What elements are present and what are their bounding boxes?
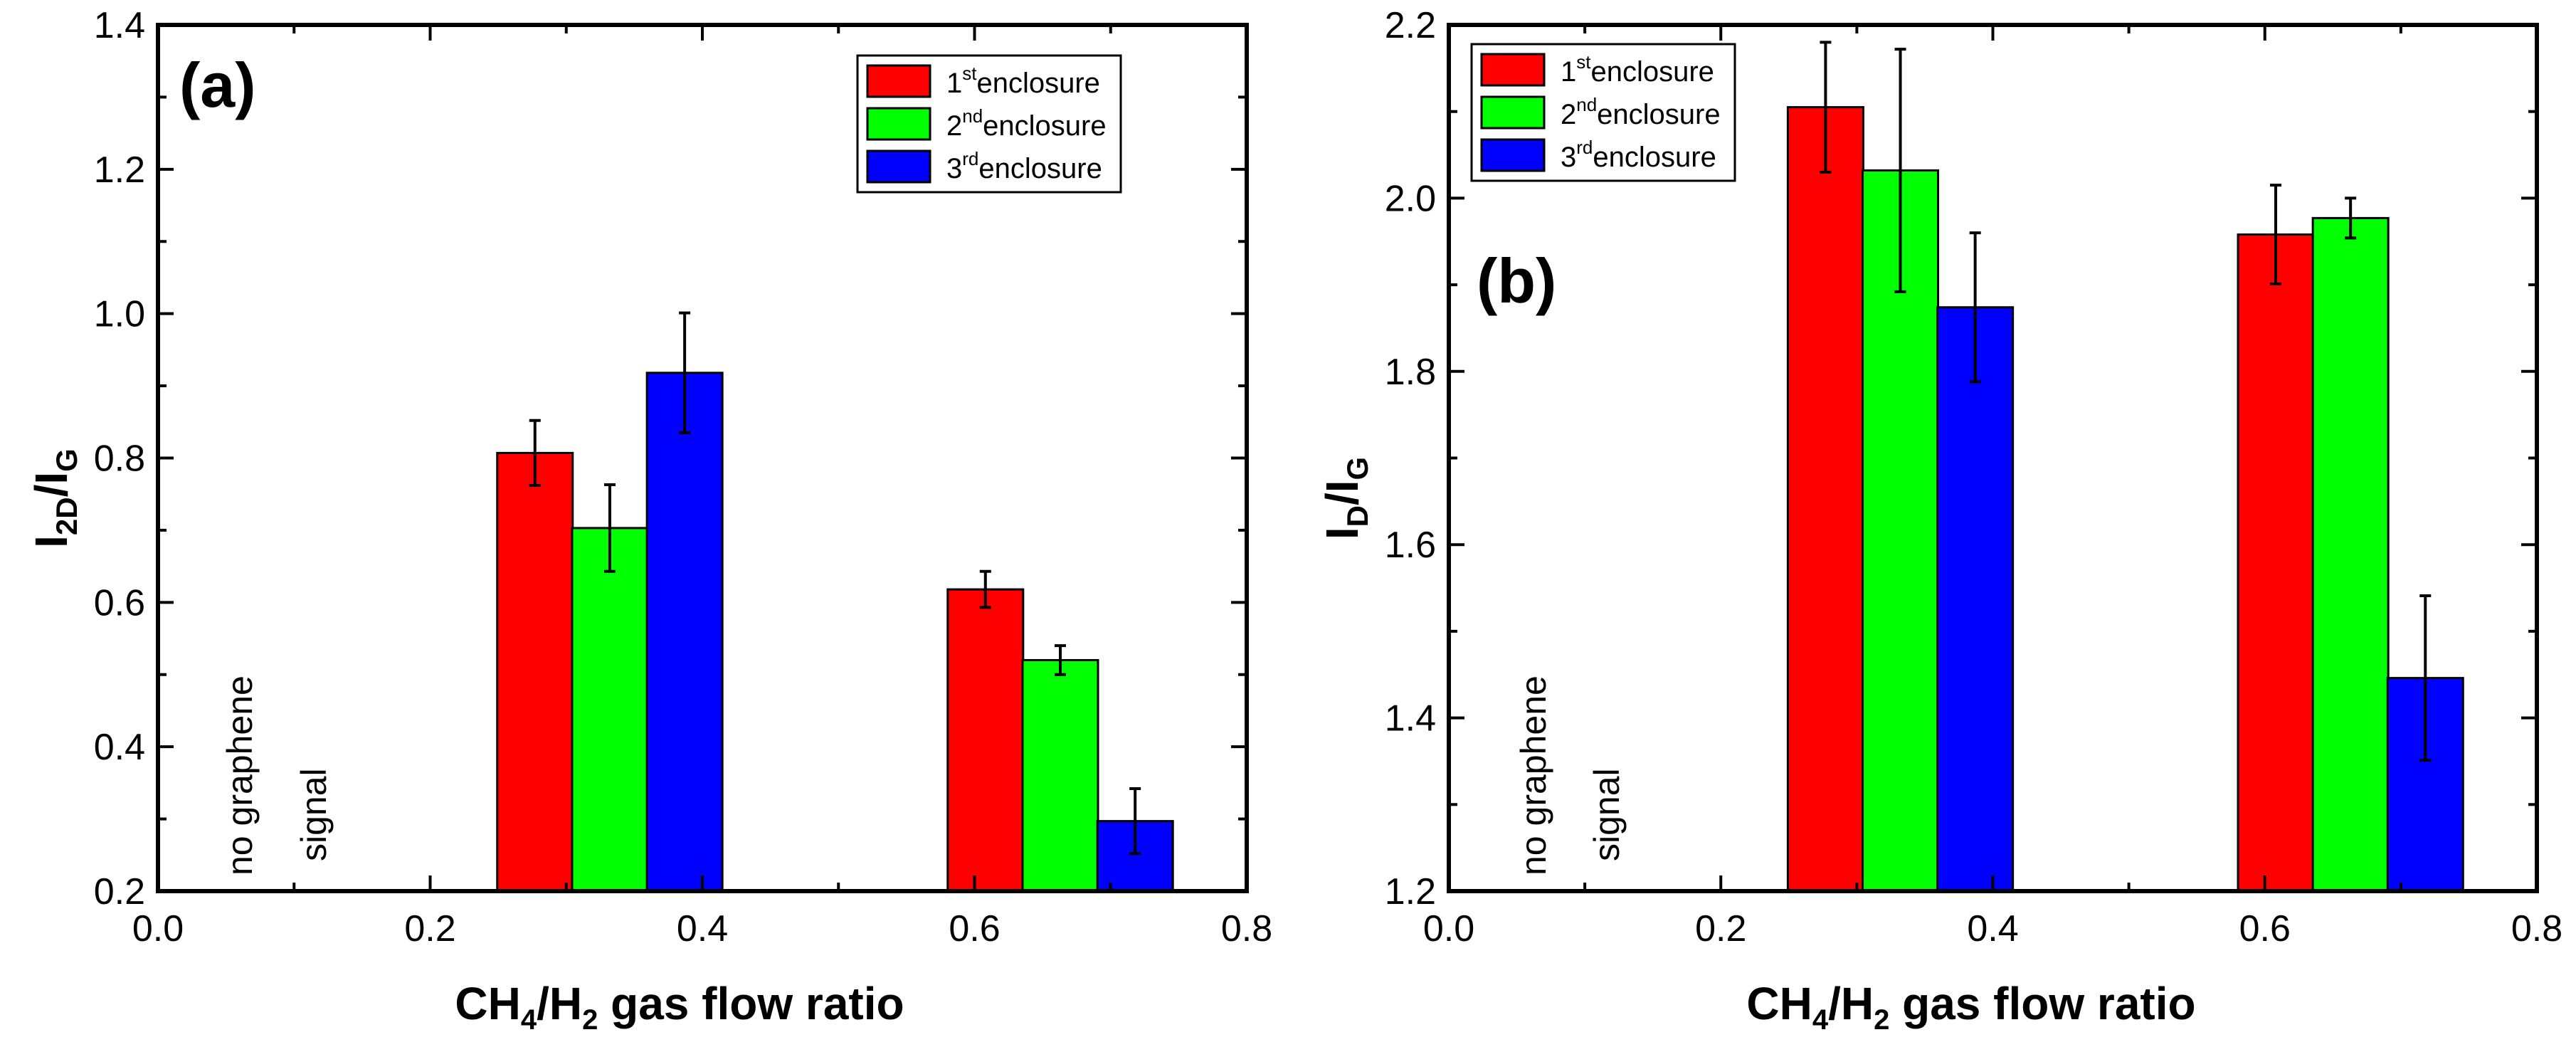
error-bar-s1-2 [979, 569, 991, 609]
y-tick-label: 1.2 [94, 149, 145, 191]
bars-b [1786, 106, 2464, 893]
legend-b: 1stenclosure 2ndenclosure 3rdenclosure [1470, 43, 1736, 182]
bar-s3-1 [1936, 306, 2015, 893]
error-bar-s3-1 [679, 311, 691, 435]
annotation-line2-b: signal [1587, 768, 1627, 861]
x-tick-label: 0.0 [1423, 908, 1474, 949]
error-bar-s2-2 [2345, 196, 2357, 240]
bars-a [496, 372, 1174, 893]
annotation-b: no graphene signal [1514, 675, 1627, 875]
annotation-line1-a: no graphene [220, 675, 260, 875]
bar-s3-1 [645, 372, 724, 893]
y-tick-label: 1.0 [94, 294, 145, 335]
ticks-a: 0.0 0.2 0.4 0.6 0.80.20.40.60.81.01.21.4 [94, 5, 1272, 949]
ticks-b: 0.0 0.2 0.4 0.6 0.8 1.2 1.4 1.6 1.8 2.0 2.2 [1385, 5, 2562, 949]
legend-label-1: 1stenclosure [946, 63, 1100, 99]
bar-s2-2 [1021, 658, 1099, 893]
bar-s2-1 [571, 527, 649, 893]
error-bars-a [529, 311, 1141, 856]
y-axis-title-b: ID/IG [1316, 457, 1374, 540]
bar-s1-1 [1786, 106, 1864, 893]
legend-swatch-2 [866, 107, 931, 141]
legend-swatch-1 [1480, 53, 1546, 87]
annotation-a: no graphene signal [220, 675, 334, 875]
error-bar-s3-2 [2419, 594, 2432, 762]
legend-swatch-3 [1480, 138, 1546, 172]
error-bars-b [1820, 41, 2432, 762]
x-tick-label: 0.0 [132, 908, 184, 949]
bar-s1-2 [946, 588, 1025, 893]
legend-label-1: 1stenclosure [1561, 51, 1714, 88]
legend-swatch-1 [866, 64, 931, 98]
y-tick-label: 2.2 [1385, 5, 1436, 46]
panel-label-a: (a) [179, 50, 256, 120]
legend-swatch-2 [1480, 95, 1546, 130]
x-tick-label: 0.4 [677, 908, 728, 949]
x-axis-title-a: CH4/H2 gas flow ratio [455, 978, 904, 1036]
error-bar-s2-2 [1054, 644, 1066, 676]
x-tick-label: 0.6 [949, 908, 1000, 949]
annotation-line2-a: signal [294, 768, 334, 861]
error-bar-s2-1 [603, 483, 616, 573]
bar-s1-2 [2237, 233, 2315, 893]
chart-panel-b: 0.0 0.2 0.4 0.6 0.8 1.2 1.4 1.6 1.8 2.0 2.2 (b) no… [1316, 5, 2562, 1036]
x-tick-label: 0.4 [1967, 908, 2018, 949]
y-tick-label: 0.2 [94, 871, 145, 912]
y-tick-label: 1.2 [1385, 871, 1436, 912]
error-bar-s3-2 [1129, 786, 1141, 856]
y-axis-title-a: I2D/IG [26, 448, 83, 548]
error-bar-s1-1 [529, 419, 541, 488]
y-tick-label: 1.6 [1385, 525, 1436, 566]
x-tick-label: 0.8 [2511, 908, 2562, 949]
bar-s1-1 [496, 451, 574, 893]
x-axis-title-b: CH4/H2 gas flow ratio [1746, 978, 2195, 1036]
panel-label-b: (b) [1477, 246, 1556, 316]
legend-label-3: 3rdenclosure [1561, 137, 1716, 173]
x-tick-label: 0.2 [1695, 908, 1746, 949]
x-tick-label: 0.8 [1221, 908, 1272, 949]
y-tick-label: 0.6 [94, 582, 145, 624]
legend-label-2: 2ndenclosure [1561, 94, 1721, 130]
y-tick-label: 1.4 [94, 5, 145, 46]
legend-a: 1stenclosure 2ndenclosure 3rdenclosure [856, 54, 1122, 194]
legend-label-3: 3rdenclosure [946, 148, 1102, 184]
x-tick-label: 0.2 [404, 908, 455, 949]
bar-s2-2 [2311, 216, 2390, 893]
error-bar-s3-1 [1969, 231, 1981, 384]
error-bar-s2-1 [1894, 48, 1906, 293]
y-tick-label: 2.0 [1385, 178, 1436, 219]
legend-swatch-3 [866, 149, 931, 184]
chart-panel-a: 0.0 0.2 0.4 0.6 0.80.20.40.60.81.01.21.4 (a)… [26, 5, 1272, 1036]
y-tick-label: 1.8 [1385, 352, 1436, 393]
error-bar-s1-2 [2270, 184, 2282, 285]
y-tick-label: 0.4 [94, 727, 145, 768]
annotation-line1-b: no graphene [1514, 675, 1553, 875]
y-tick-label: 1.4 [1385, 698, 1436, 740]
error-bar-s1-1 [1820, 41, 1832, 174]
legend-label-2: 2ndenclosure [946, 105, 1107, 142]
y-tick-label: 0.8 [94, 438, 145, 480]
x-tick-label: 0.6 [2239, 908, 2291, 949]
